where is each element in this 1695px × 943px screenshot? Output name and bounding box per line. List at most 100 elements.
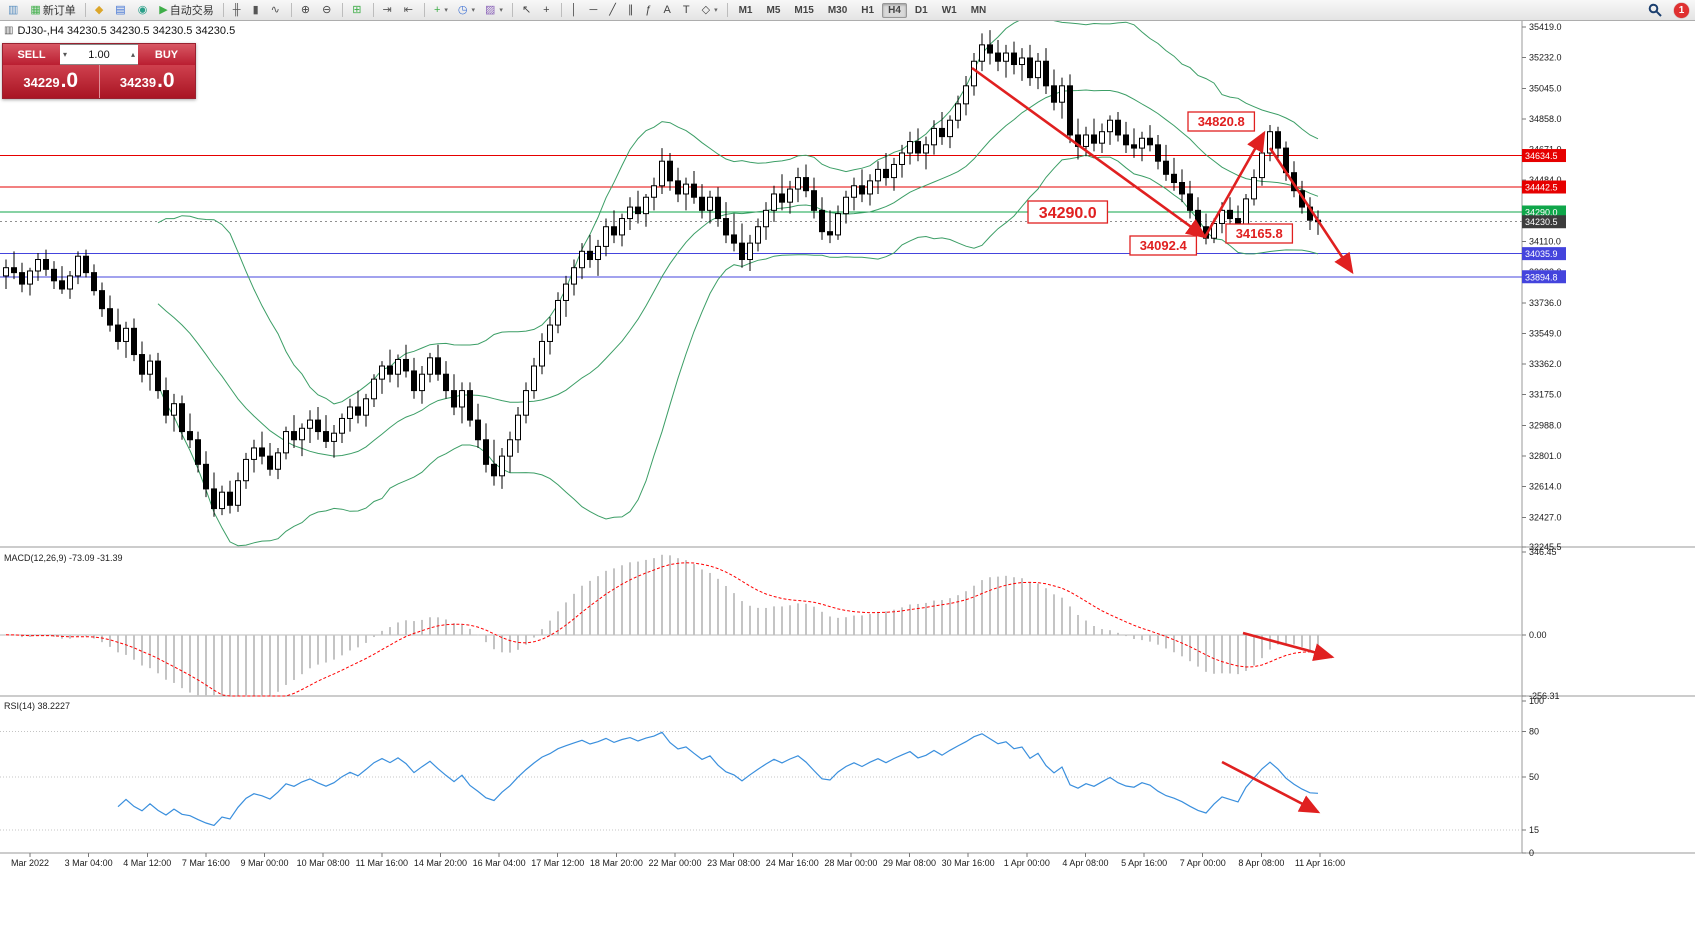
shapes-icon[interactable]: ◇ ▾ — [698, 1, 722, 20]
svg-text:30 Mar 16:00: 30 Mar 16:00 — [942, 858, 995, 868]
toolbar-right-cluster: 1 — [1643, 1, 1692, 20]
price-badges: 34634.5 34442.5 34290.0 34035.9 33894.8 34230… — [1522, 149, 1566, 284]
toolbar-separator — [290, 3, 292, 17]
new-order-button[interactable]: ▦ 新订单 — [26, 1, 79, 20]
indicators-icon: + — [433, 3, 441, 16]
svg-text:5 Apr 16:00: 5 Apr 16:00 — [1121, 858, 1167, 868]
market-watch-icon[interactable]: ▤ — [111, 1, 131, 20]
auto-scroll-icon[interactable]: ⇥ — [379, 1, 398, 20]
timeframe-d1[interactable]: D1 — [914, 4, 928, 16]
indicators-icon[interactable]: + ▾ — [430, 1, 452, 20]
svg-text:8 Apr 08:00: 8 Apr 08:00 — [1238, 858, 1284, 868]
main-toolbar: ▥ ▦ 新订单 ◆ ▤ ◉ ▶ 自动交易 ╫ ▮ ∿ ⊕ ⊖ ⊞ ⇥ ⇤ + ▾ ◷ ▾ ▨ ▾ ↖ + │ ─ ╱ ∥ ƒ A T ◇ ▾ M1… — [0, 0, 1695, 21]
svg-text:9 Mar 00:00: 9 Mar 00:00 — [241, 858, 289, 868]
time-axis[interactable]: Mar 2022 3 Mar 04:00 4 Mar 12:00 7 Mar 16:0… — [11, 853, 1345, 868]
buy-button[interactable]: BUY — [138, 44, 195, 65]
zoom-in-icon[interactable]: ⊕ — [297, 1, 316, 20]
vertical-line-icon[interactable]: │ — [567, 1, 584, 20]
bar-chart-icon[interactable]: ╫ — [229, 1, 247, 20]
templates-icon[interactable]: ▨ ▾ — [481, 1, 507, 20]
volume-decrease-button[interactable]: ▾ — [63, 50, 68, 59]
autotrade-button[interactable]: ▶ 自动交易 — [155, 1, 217, 20]
tile-windows-icon[interactable]: ⊞ — [348, 1, 367, 20]
svg-text:34634.5: 34634.5 — [1525, 151, 1558, 161]
timeframe-m15[interactable]: M15 — [794, 4, 814, 16]
svg-text:35419.0: 35419.0 — [1529, 22, 1562, 32]
fibonacci-icon[interactable]: ƒ — [641, 1, 657, 20]
periods-dropdown-icon[interactable]: ▾ — [471, 7, 476, 14]
trendline-icon[interactable]: ╱ — [605, 1, 622, 20]
svg-text:100: 100 — [1529, 696, 1544, 706]
volume-increase-button[interactable]: ▴ — [130, 50, 135, 59]
svg-text:1 Apr 00:00: 1 Apr 00:00 — [1004, 858, 1050, 868]
notification-badge[interactable]: 1 — [1674, 2, 1689, 18]
svg-text:34290.0: 34290.0 — [1039, 205, 1097, 222]
horizontal-line-icon[interactable]: ─ — [585, 1, 603, 20]
svg-text:3 Mar 04:00: 3 Mar 04:00 — [65, 858, 113, 868]
chart-shift-icon[interactable]: ⇤ — [400, 1, 419, 20]
bollinger-bands — [157, 14, 1319, 547]
volume-field: ▾ 1.00 ▴ — [60, 44, 138, 65]
cursor-icon[interactable]: ↖ — [518, 1, 537, 20]
zoom-out-icon[interactable]: ⊖ — [318, 1, 337, 20]
buy-price[interactable]: 34239.0 — [98, 65, 196, 98]
svg-text:34035.9: 34035.9 — [1525, 249, 1558, 259]
svg-text:34165.8: 34165.8 — [1236, 226, 1283, 241]
auto-scroll-icon: ⇥ — [382, 3, 392, 16]
svg-text:24 Mar 16:00: 24 Mar 16:00 — [766, 858, 819, 868]
indicators-dropdown-icon[interactable]: ▾ — [444, 7, 448, 14]
svg-text:34092.4: 34092.4 — [1140, 238, 1188, 253]
new-order-icon: ▦ — [30, 3, 41, 16]
line-chart-icon[interactable]: ∿ — [267, 1, 286, 20]
profiles-icon[interactable]: ◆ — [91, 1, 109, 20]
volume-input[interactable]: 1.00 — [88, 48, 110, 61]
annotations[interactable]: 34820.8 34290.0 34092.4 34165.8 — [971, 66, 1354, 814]
sell-button[interactable]: SELL — [3, 44, 60, 65]
label-icon[interactable]: T — [679, 1, 696, 20]
trendline-icon: ╱ — [609, 3, 616, 16]
search-icon[interactable] — [1644, 1, 1666, 20]
sell-price-frac: .0 — [60, 69, 79, 92]
svg-text:33736.0: 33736.0 — [1529, 298, 1562, 308]
sell-price[interactable]: 34229.0 — [3, 65, 99, 98]
horizontal-line-icon: ─ — [589, 3, 598, 16]
text-icon[interactable]: A — [660, 1, 677, 20]
level-lines[interactable] — [0, 155, 1522, 278]
svg-text:16 Mar 04:00: 16 Mar 04:00 — [473, 858, 526, 868]
timeframe-m30[interactable]: M30 — [827, 4, 848, 16]
shapes-dropdown-icon[interactable]: ▾ — [714, 7, 718, 14]
channel-icon: ∥ — [627, 3, 634, 16]
timeframe-mn[interactable]: MN — [970, 4, 987, 16]
svg-text:32427.0: 32427.0 — [1529, 512, 1562, 522]
crosshair-icon: + — [543, 3, 550, 16]
navigator-icon[interactable]: ◉ — [134, 1, 154, 20]
svg-text:33362.0: 33362.0 — [1529, 359, 1562, 369]
timeframe-w1[interactable]: W1 — [941, 4, 957, 16]
label-icon: T — [682, 3, 690, 16]
svg-text:15: 15 — [1529, 825, 1539, 835]
crosshair-icon[interactable]: + — [539, 1, 555, 20]
price-axis[interactable]: 35419.035232.035045.034858.034671.034484… — [1522, 22, 1562, 858]
toolbar-separator — [560, 3, 562, 17]
periods-icon[interactable]: ◷ ▾ — [454, 1, 479, 20]
chart-window-icon[interactable]: ▥ — [4, 1, 24, 20]
candlestick-chart-icon[interactable]: ▮ — [249, 1, 265, 20]
fibonacci-icon: ƒ — [645, 3, 652, 16]
svg-text:33549.0: 33549.0 — [1529, 328, 1562, 338]
timeframe-h1[interactable]: H1 — [861, 4, 875, 16]
buy-price-frac: .0 — [157, 69, 175, 92]
zoom-in-icon: ⊕ — [300, 3, 311, 16]
zoom-out-icon: ⊖ — [322, 3, 332, 16]
rsi-level-lines — [0, 730, 1522, 831]
channel-icon[interactable]: ∥ — [624, 1, 640, 20]
templates-dropdown-icon[interactable]: ▾ — [499, 7, 503, 14]
svg-text:35045.0: 35045.0 — [1529, 83, 1562, 93]
timeframe-m1[interactable]: M1 — [738, 4, 753, 16]
toolbar-separator — [222, 3, 224, 17]
timeframe-h4[interactable]: H4 — [882, 2, 907, 18]
svg-text:4 Mar 12:00: 4 Mar 12:00 — [123, 858, 171, 868]
navigator-icon: ◉ — [137, 3, 148, 16]
timeframe-m5[interactable]: M5 — [766, 4, 781, 16]
